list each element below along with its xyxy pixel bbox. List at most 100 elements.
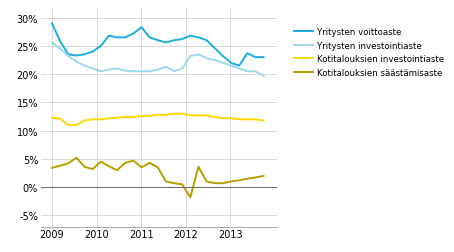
Kotitalouksien investointiaste	[171, 113, 177, 116]
Kotitalouksien investointiaste	[65, 124, 71, 127]
Kotitalouksien investointiaste	[237, 118, 242, 121]
Yritysten investointiaste	[74, 61, 79, 64]
Kotitalouksien säästämisaste	[237, 179, 242, 182]
Yritysten voittoaste	[228, 62, 234, 65]
Line: Kotitalouksien investointiaste: Kotitalouksien investointiaste	[52, 114, 264, 125]
Kotitalouksien säästämisaste	[212, 182, 217, 185]
Legend: Yritysten voittoaste, Yritysten investointiaste, Kotitalouksien investointiaste,: Yritysten voittoaste, Yritysten investoi…	[290, 24, 448, 81]
Line: Kotitalouksien säästämisaste: Kotitalouksien säästämisaste	[52, 158, 264, 198]
Yritysten voittoaste	[155, 40, 161, 43]
Yritysten investointiaste	[49, 42, 55, 45]
Yritysten investointiaste	[163, 66, 168, 69]
Kotitalouksien investointiaste	[139, 115, 144, 118]
Kotitalouksien investointiaste	[212, 116, 217, 119]
Kotitalouksien säästämisaste	[204, 180, 209, 183]
Yritysten voittoaste	[90, 51, 95, 54]
Yritysten voittoaste	[212, 47, 217, 50]
Yritysten investointiaste	[82, 65, 87, 68]
Yritysten voittoaste	[245, 52, 250, 55]
Yritysten investointiaste	[196, 54, 201, 57]
Kotitalouksien säästämisaste	[98, 161, 104, 164]
Kotitalouksien investointiaste	[253, 118, 258, 121]
Kotitalouksien säästämisaste	[163, 180, 168, 183]
Yritysten voittoaste	[65, 54, 71, 57]
Kotitalouksien investointiaste	[155, 114, 161, 117]
Yritysten voittoaste	[253, 56, 258, 59]
Kotitalouksien investointiaste	[57, 118, 63, 121]
Kotitalouksien investointiaste	[123, 116, 128, 119]
Yritysten investointiaste	[114, 68, 120, 71]
Kotitalouksien säästämisaste	[131, 160, 136, 163]
Kotitalouksien säästämisaste	[106, 165, 112, 168]
Yritysten investointiaste	[204, 57, 209, 60]
Kotitalouksien säästämisaste	[74, 156, 79, 160]
Kotitalouksien säästämisaste	[82, 166, 87, 169]
Yritysten voittoaste	[171, 40, 177, 43]
Yritysten investointiaste	[220, 62, 226, 65]
Kotitalouksien säästämisaste	[49, 167, 55, 170]
Kotitalouksien säästämisaste	[220, 182, 226, 185]
Yritysten voittoaste	[188, 35, 193, 38]
Yritysten voittoaste	[106, 35, 112, 38]
Kotitalouksien investointiaste	[74, 124, 79, 127]
Yritysten investointiaste	[106, 69, 112, 72]
Kotitalouksien investointiaste	[82, 119, 87, 122]
Yritysten investointiaste	[188, 55, 193, 58]
Yritysten investointiaste	[139, 71, 144, 74]
Yritysten voittoaste	[237, 65, 242, 68]
Kotitalouksien säästämisaste	[179, 183, 185, 186]
Yritysten investointiaste	[131, 71, 136, 74]
Yritysten investointiaste	[123, 70, 128, 73]
Kotitalouksien investointiaste	[106, 117, 112, 120]
Yritysten voittoaste	[82, 54, 87, 57]
Yritysten investointiaste	[237, 68, 242, 71]
Kotitalouksien investointiaste	[90, 118, 95, 121]
Kotitalouksien säästämisaste	[114, 169, 120, 172]
Kotitalouksien säästämisaste	[139, 166, 144, 169]
Kotitalouksien säästämisaste	[57, 165, 63, 168]
Kotitalouksien säästämisaste	[253, 176, 258, 179]
Yritysten voittoaste	[163, 42, 168, 45]
Yritysten investointiaste	[90, 68, 95, 71]
Yritysten voittoaste	[204, 40, 209, 43]
Kotitalouksien säästämisaste	[90, 168, 95, 171]
Yritysten voittoaste	[179, 38, 185, 41]
Yritysten investointiaste	[212, 59, 217, 62]
Yritysten voittoaste	[147, 37, 153, 40]
Yritysten investointiaste	[65, 55, 71, 58]
Yritysten voittoaste	[49, 23, 55, 26]
Kotitalouksien investointiaste	[49, 117, 55, 120]
Kotitalouksien investointiaste	[196, 114, 201, 117]
Kotitalouksien investointiaste	[114, 117, 120, 120]
Kotitalouksien investointiaste	[261, 119, 266, 122]
Kotitalouksien säästämisaste	[196, 166, 201, 169]
Yritysten investointiaste	[179, 68, 185, 71]
Kotitalouksien investointiaste	[220, 117, 226, 120]
Yritysten voittoaste	[139, 26, 144, 29]
Kotitalouksien investointiaste	[98, 118, 104, 121]
Yritysten voittoaste	[131, 33, 136, 36]
Kotitalouksien säästämisaste	[228, 180, 234, 183]
Yritysten investointiaste	[147, 71, 153, 74]
Kotitalouksien säästämisaste	[261, 175, 266, 178]
Yritysten voittoaste	[123, 37, 128, 40]
Kotitalouksien investointiaste	[245, 118, 250, 121]
Yritysten investointiaste	[245, 71, 250, 74]
Kotitalouksien säästämisaste	[147, 162, 153, 165]
Kotitalouksien säästämisaste	[155, 166, 161, 169]
Yritysten investointiaste	[57, 48, 63, 51]
Line: Yritysten voittoaste: Yritysten voittoaste	[52, 24, 264, 66]
Kotitalouksien säästämisaste	[123, 162, 128, 165]
Yritysten voittoaste	[114, 37, 120, 40]
Yritysten voittoaste	[196, 37, 201, 40]
Kotitalouksien investointiaste	[147, 115, 153, 118]
Yritysten investointiaste	[253, 71, 258, 74]
Yritysten investointiaste	[155, 69, 161, 72]
Kotitalouksien säästämisaste	[245, 177, 250, 180]
Yritysten investointiaste	[171, 71, 177, 74]
Yritysten voittoaste	[98, 45, 104, 48]
Yritysten investointiaste	[228, 65, 234, 68]
Kotitalouksien investointiaste	[163, 114, 168, 117]
Kotitalouksien investointiaste	[204, 114, 209, 117]
Kotitalouksien investointiaste	[188, 114, 193, 117]
